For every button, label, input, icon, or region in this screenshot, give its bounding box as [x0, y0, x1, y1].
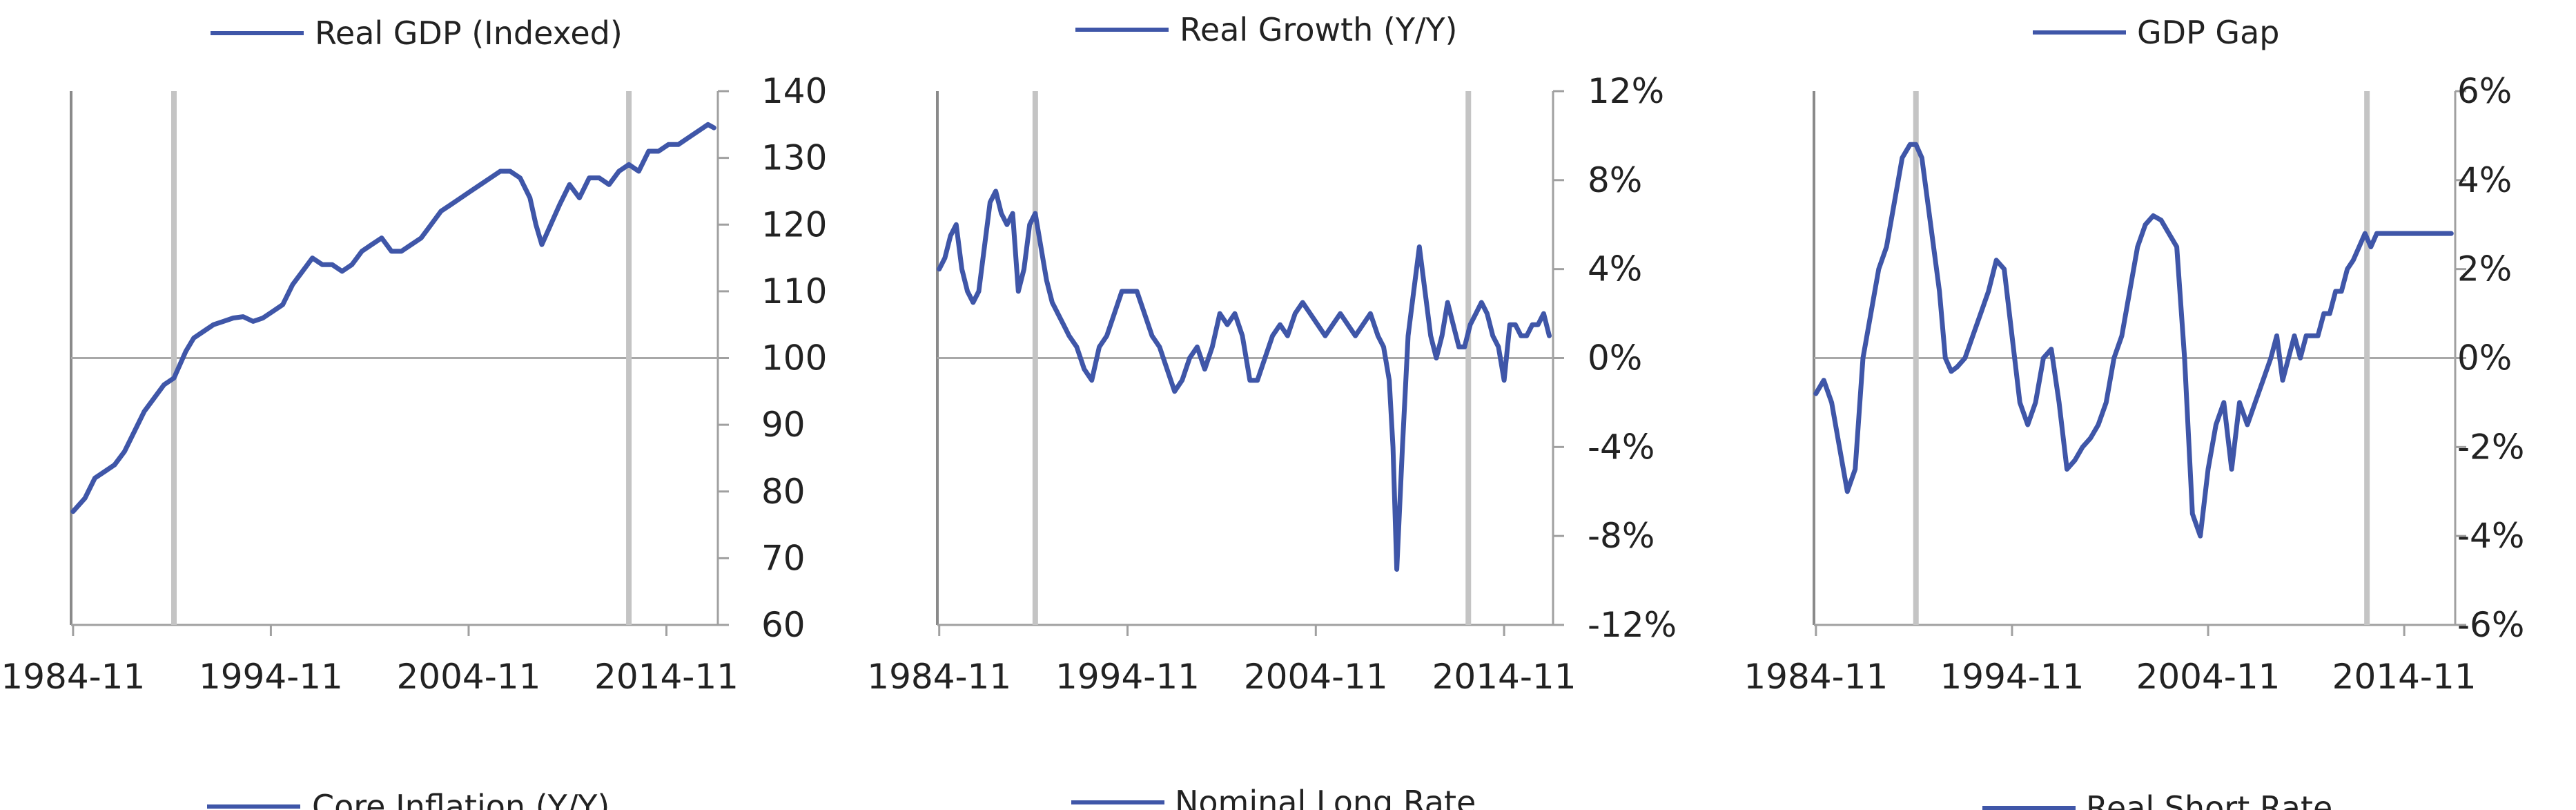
y-tick-label: 8%: [1588, 160, 1642, 200]
y-tick-label: 70: [761, 538, 806, 578]
x-tick-label: 1994-11: [1940, 657, 2084, 697]
y-tick-label: 6%: [2457, 71, 2512, 111]
x-tick-label: 1994-11: [1055, 657, 1200, 697]
legend-label: Real Short Rate: [2086, 789, 2332, 810]
x-tick-label: 2004-11: [2136, 657, 2281, 697]
y-tick-label: -8%: [1588, 516, 1655, 556]
y-tick-label: -4%: [2457, 516, 2524, 556]
x-tick-label: 1994-11: [199, 657, 343, 697]
y-tick-label: 110: [761, 271, 827, 311]
y-tick-label: -6%: [2457, 605, 2524, 645]
y-tick-label: 100: [761, 338, 827, 378]
bottom-legend-real-short-rate: Real Short Rate: [1982, 789, 2332, 810]
plot-area: 140 130 120 110 100 90 80 70 60 1984-11 1994-11 200…: [1, 71, 827, 697]
x-tick-label: 2004-11: [1244, 657, 1388, 697]
y-tick-label: 120: [761, 204, 827, 244]
chart-panel-real-growth: Real Growth (Y/Y) 12% 8% 4% 0% -4% -8% -12% 198…: [867, 11, 1677, 697]
y-tick-label: 80: [761, 472, 806, 512]
y-tick-label: 4%: [1588, 249, 1642, 289]
x-tick-label: 2014-11: [2332, 657, 2477, 697]
x-tick-label: 1984-11: [1744, 657, 1888, 697]
y-tick-label: 60: [761, 605, 806, 645]
legend-label: Core Inflation (Y/Y): [312, 788, 609, 810]
legend-label: Nominal Long Rate: [1175, 784, 1476, 810]
y-tick-label: 12%: [1588, 71, 1664, 111]
x-tick-label: 2014-11: [1432, 657, 1577, 697]
bottom-legend-core-inflation: Core Inflation (Y/Y): [207, 788, 609, 810]
y-tick-label: -2%: [2457, 427, 2524, 467]
y-tick-label: 0%: [1588, 338, 1642, 378]
y-tick-label: -4%: [1588, 427, 1655, 467]
bottom-legend-nominal-long-rate: Nominal Long Rate: [1071, 784, 1476, 810]
chart-panel-gdp-gap: GDP Gap 6% 4% 2% 0% -2% -4% -6% 1984-11 1994-11 2…: [1744, 14, 2524, 697]
plot-area: 6% 4% 2% 0% -2% -4% -6% 1984-11 1994-11 2004-11 20…: [1744, 71, 2524, 697]
plot-area: 12% 8% 4% 0% -4% -8% -12% 1984-11 1994-11 2004-11…: [867, 71, 1677, 697]
y-tick-label: 130: [761, 138, 827, 178]
series-line: [70, 122, 716, 514]
legend-label: GDP Gap: [2137, 14, 2279, 51]
chart-panel-real-gdp: Real GDP (Indexed) 140 130 120 110 100 90 80 70…: [1, 15, 827, 697]
legend-label: Real GDP (Indexed): [315, 15, 623, 52]
series-line: [937, 189, 1552, 572]
x-tick-label: 2014-11: [594, 657, 739, 697]
x-tick-label: 1984-11: [1, 657, 145, 697]
y-tick-label: 4%: [2457, 160, 2512, 200]
y-tick-label: 140: [761, 71, 827, 111]
x-tick-label: 1984-11: [867, 657, 1011, 697]
y-tick-label: -12%: [1588, 605, 1677, 645]
legend-label: Real Growth (Y/Y): [1180, 11, 1458, 48]
y-tick-label: 90: [761, 405, 806, 445]
series-line: [1813, 142, 2454, 539]
y-tick-label: 2%: [2457, 249, 2512, 289]
y-tick-label: 0%: [2457, 338, 2512, 378]
x-tick-label: 2004-11: [396, 657, 540, 697]
